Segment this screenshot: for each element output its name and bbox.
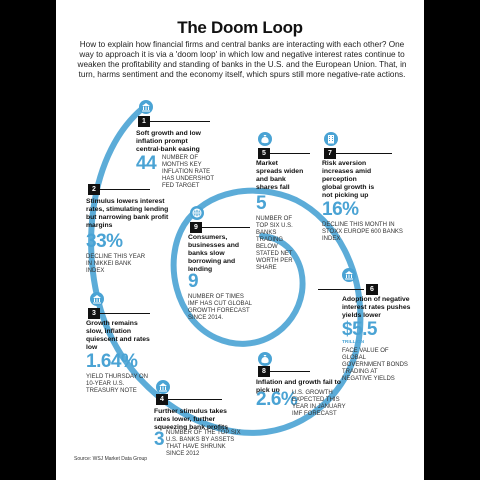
step-heading: Further stimulus takes rates lower, furt…: [154, 408, 229, 431]
money-bag-icon: [258, 352, 272, 366]
step-figure: 16%: [322, 199, 359, 220]
step-figure: 44: [136, 153, 157, 174]
step-number: 1: [138, 116, 150, 127]
step-figure: 1.64%: [86, 351, 138, 372]
step-number: 7: [324, 148, 336, 159]
step-rule: [100, 313, 150, 314]
step-description: Number of times IMF has cut global growt…: [188, 294, 252, 321]
step-rule: [168, 399, 222, 400]
doom-loop-spiral: [88, 101, 364, 436]
step-heading: Market spreads widen and bank shares fal…: [256, 160, 304, 191]
step-number: 3: [88, 308, 100, 319]
infographic-title: The Doom Loop: [177, 18, 303, 37]
step-number: 4: [156, 394, 168, 405]
bank-building-icon: [156, 380, 170, 394]
step-rule: [150, 121, 210, 122]
step-heading: Stimulus lowers interest rates, stimulat…: [86, 198, 169, 229]
step-description: Yield Thursday on 10-year U.S. Treasury …: [86, 374, 149, 394]
step-heading: Risk aversion increases amid perception …: [322, 160, 375, 199]
building-icon: [324, 132, 338, 146]
bank-building-icon: [342, 268, 356, 282]
step-number: 5: [258, 148, 270, 159]
source-note: Source: WSJ Market Data Group: [74, 456, 148, 462]
bank-building-icon: [139, 100, 153, 114]
step-description: Number of the top six U.S. banks by asse…: [166, 430, 241, 457]
step-description: Number of months key inflation rate has …: [162, 155, 214, 189]
bank-building-icon: [90, 292, 104, 306]
step-heading: Soft growth and low inflation prompt cen…: [136, 130, 201, 153]
step-unit: trillion: [342, 340, 365, 345]
step-number: 6: [366, 284, 378, 295]
step-figure: 33%: [86, 231, 123, 252]
step-rule: [202, 227, 250, 228]
intro-paragraph: How to explain how financial firms and c…: [77, 40, 407, 79]
step-figure: $5.5: [342, 319, 377, 340]
step-number: 8: [258, 366, 270, 377]
step-description: Number of top six U.S. banks trading bel…: [256, 216, 293, 271]
step-description: Face value of global government bonds tr…: [342, 348, 408, 382]
globe-icon: [190, 206, 204, 220]
step-rule: [270, 153, 310, 154]
step-heading: Adoption of negative interest rates push…: [342, 296, 411, 319]
step-rule: [336, 153, 392, 154]
infographic: The Doom Loop How to explain how financi…: [56, 0, 424, 480]
money-bag-icon: [258, 132, 272, 146]
step-heading: Consumers, businesses and banks slow bor…: [188, 234, 239, 273]
step-number: 2: [88, 184, 100, 195]
step-heading: Inflation and growth fail to pick up: [256, 379, 341, 394]
step-number: 9: [190, 222, 202, 233]
step-figure: 9: [188, 271, 199, 292]
step-figure: 2.6%: [256, 389, 298, 410]
step-rule: [318, 289, 364, 290]
step-rule: [100, 189, 150, 190]
step-rule: [270, 371, 310, 372]
step-figure: 5: [256, 193, 267, 214]
step-figure: 3: [154, 429, 165, 450]
step-heading: Growth remains slow, inflation quiescent…: [86, 320, 150, 351]
